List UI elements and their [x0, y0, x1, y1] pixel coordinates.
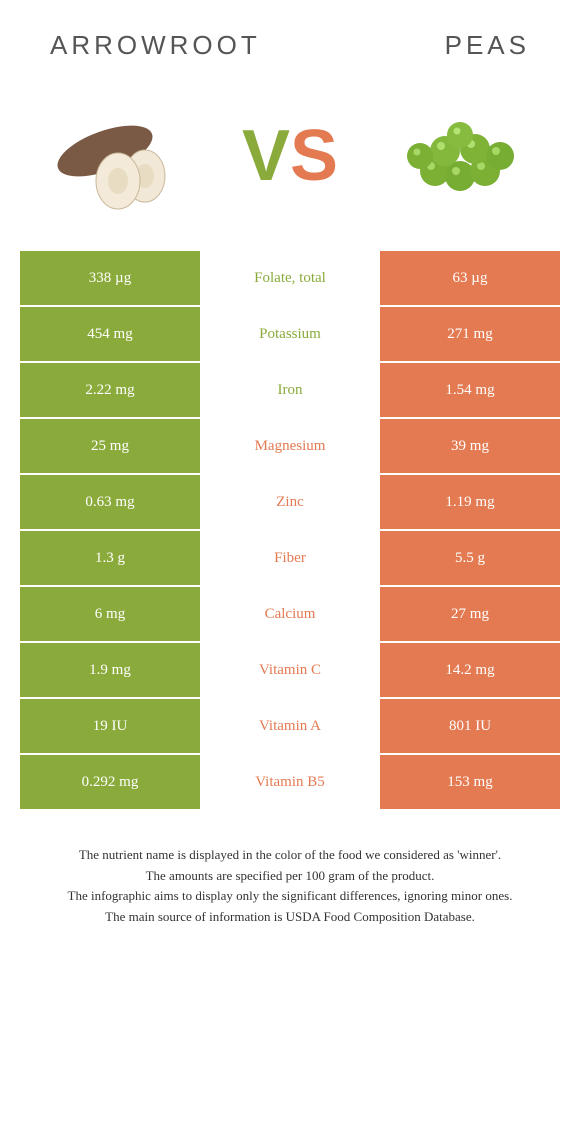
- footnote-line: The amounts are specified per 100 gram o…: [28, 866, 552, 886]
- nutrient-left-value: 1.3 g: [20, 531, 200, 585]
- nutrient-left-value: 25 mg: [20, 419, 200, 473]
- table-row: 0.292 mgVitamin B5153 mg: [20, 755, 560, 809]
- peas-image: [390, 101, 530, 211]
- nutrient-right-value: 39 mg: [380, 419, 560, 473]
- table-row: 1.3 gFiber5.5 g: [20, 531, 560, 585]
- images-row: VS: [20, 101, 560, 211]
- nutrient-right-value: 14.2 mg: [380, 643, 560, 697]
- nutrient-name: Vitamin B5: [200, 755, 380, 809]
- table-row: 454 mgPotassium271 mg: [20, 307, 560, 361]
- vs-label: VS: [242, 120, 338, 192]
- nutrient-right-value: 27 mg: [380, 587, 560, 641]
- vs-v: V: [242, 116, 290, 196]
- title-left: ARROWROOT: [50, 30, 261, 61]
- arrowroot-image: [50, 101, 190, 211]
- nutrient-name: Calcium: [200, 587, 380, 641]
- nutrient-left-value: 2.22 mg: [20, 363, 200, 417]
- nutrient-name: Fiber: [200, 531, 380, 585]
- nutrient-right-value: 1.19 mg: [380, 475, 560, 529]
- nutrient-name: Iron: [200, 363, 380, 417]
- table-row: 25 mgMagnesium39 mg: [20, 419, 560, 473]
- table-row: 2.22 mgIron1.54 mg: [20, 363, 560, 417]
- nutrient-right-value: 153 mg: [380, 755, 560, 809]
- nutrient-right-value: 271 mg: [380, 307, 560, 361]
- footnotes: The nutrient name is displayed in the co…: [20, 845, 560, 926]
- nutrient-name: Potassium: [200, 307, 380, 361]
- footnote-line: The main source of information is USDA F…: [28, 907, 552, 927]
- nutrient-name: Zinc: [200, 475, 380, 529]
- nutrient-left-value: 454 mg: [20, 307, 200, 361]
- nutrient-name: Vitamin C: [200, 643, 380, 697]
- nutrient-name: Magnesium: [200, 419, 380, 473]
- nutrient-left-value: 6 mg: [20, 587, 200, 641]
- table-row: 0.63 mgZinc1.19 mg: [20, 475, 560, 529]
- nutrient-left-value: 338 µg: [20, 251, 200, 305]
- nutrient-right-value: 5.5 g: [380, 531, 560, 585]
- vs-s: S: [290, 116, 338, 196]
- table-row: 19 IUVitamin A801 IU: [20, 699, 560, 753]
- table-row: 6 mgCalcium27 mg: [20, 587, 560, 641]
- table-row: 1.9 mgVitamin C14.2 mg: [20, 643, 560, 697]
- nutrient-name: Vitamin A: [200, 699, 380, 753]
- footnote-line: The nutrient name is displayed in the co…: [28, 845, 552, 865]
- footnote-line: The infographic aims to display only the…: [28, 886, 552, 906]
- title-row: ARROWROOT PEAS: [20, 30, 560, 61]
- table-row: 338 µgFolate, total63 µg: [20, 251, 560, 305]
- nutrient-left-value: 19 IU: [20, 699, 200, 753]
- nutrient-left-value: 0.63 mg: [20, 475, 200, 529]
- comparison-table: 338 µgFolate, total63 µg454 mgPotassium2…: [20, 251, 560, 809]
- nutrient-right-value: 801 IU: [380, 699, 560, 753]
- nutrient-name: Folate, total: [200, 251, 380, 305]
- title-right: PEAS: [445, 30, 530, 61]
- nutrient-left-value: 0.292 mg: [20, 755, 200, 809]
- nutrient-right-value: 63 µg: [380, 251, 560, 305]
- nutrient-right-value: 1.54 mg: [380, 363, 560, 417]
- nutrient-left-value: 1.9 mg: [20, 643, 200, 697]
